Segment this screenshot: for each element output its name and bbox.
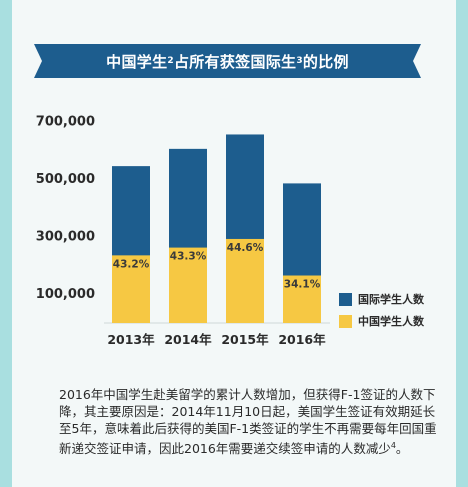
bar-chinese <box>226 238 264 323</box>
percent-label: 43.3% <box>170 251 207 263</box>
chart-legend: 国际学生人数 中国学生人数 <box>339 289 424 333</box>
legend-item-international: 国际学生人数 <box>339 289 424 309</box>
x-tick-label: 2013年 <box>107 332 155 347</box>
percent-label: 34.1% <box>284 279 321 291</box>
title-text-2: 占所有获签国际生 <box>173 52 297 71</box>
bar-chinese <box>283 275 321 323</box>
bar-chinese <box>112 255 150 323</box>
y-tick-label: 500,000 <box>36 172 95 187</box>
chart-title-banner: 中国学生 2 占所有获签国际生 3 的比例 <box>34 44 421 78</box>
title-footnote-3: 3 <box>296 56 303 66</box>
legend-swatch-chinese <box>339 314 352 328</box>
y-tick-label: 300,000 <box>36 230 95 245</box>
footnote-end: 。 <box>395 441 409 457</box>
percent-label: 43.2% <box>113 258 150 270</box>
title-footnote-2: 2 <box>167 56 174 66</box>
legend-label-international: 国际学生人数 <box>358 293 424 306</box>
legend-label-chinese: 中国学生人数 <box>358 315 424 328</box>
title-text-3: 的比例 <box>302 52 349 71</box>
y-tick-label: 100,000 <box>36 287 95 302</box>
banner-notch-right <box>413 44 421 78</box>
bar-chinese <box>169 247 207 323</box>
footnote-text: 2016年中国学生赴美留学的累计人数增加，但获得F-1签证的人数下降，其主要原因… <box>59 387 437 457</box>
y-tick-label: 700,000 <box>36 115 95 130</box>
footnote-ref-4: 4 <box>390 441 396 450</box>
percent-label: 44.6% <box>227 242 264 254</box>
x-tick-label: 2014年 <box>164 332 212 347</box>
footnote-paragraph: 2016年中国学生赴美留学的累计人数增加，但获得F-1签证的人数下降，其主要原因… <box>59 386 439 457</box>
legend-item-chinese: 中国学生人数 <box>339 311 424 331</box>
x-tick-label: 2015年 <box>221 332 269 347</box>
x-tick-label: 2016年 <box>278 332 326 347</box>
title-text-1: 中国学生 <box>106 52 168 71</box>
banner-notch-left <box>34 44 42 78</box>
legend-swatch-international <box>339 292 352 306</box>
